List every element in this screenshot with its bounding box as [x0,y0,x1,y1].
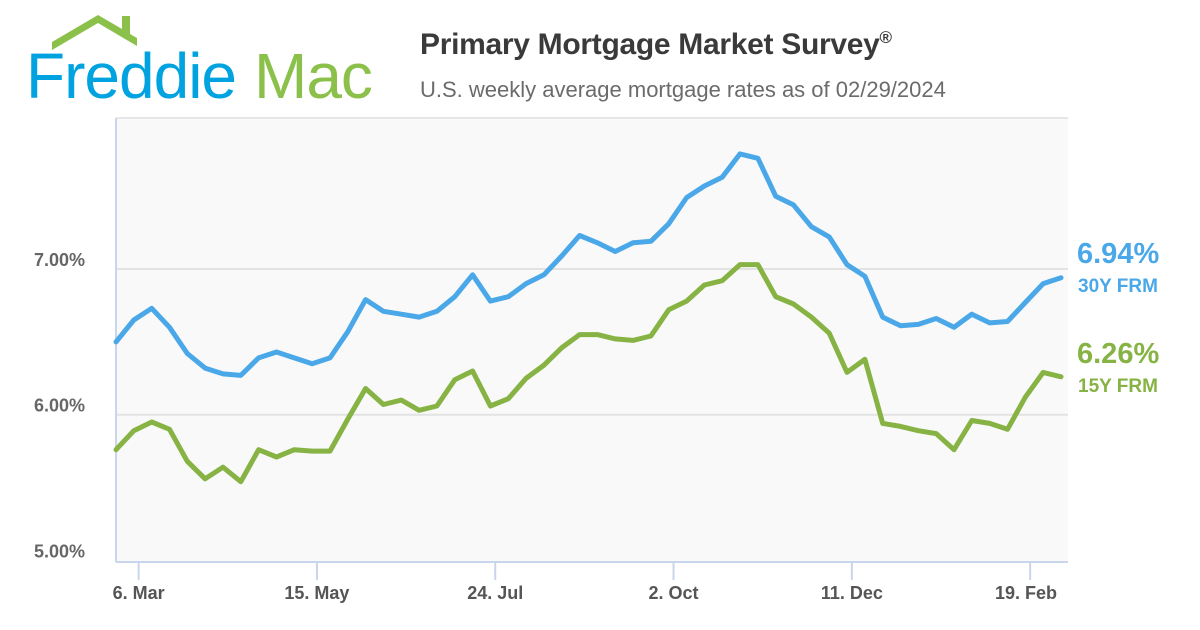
series-line-15y-frm [113,262,1064,485]
logo-mac: Mac [254,40,372,108]
series-15y-name: 15Y FRM [1078,376,1158,397]
x-tick-label: 2. Oct [649,583,699,603]
plot-area [116,118,1068,562]
house-roof-icon [52,15,137,50]
y-tick-label: 5.00% [34,541,85,561]
y-tick-label: 6.00% [34,396,85,416]
chart-subtitle: U.S. weekly average mortgage rates as of… [420,77,946,102]
chart-title: Primary Mortgage Market Survey® [420,28,892,61]
x-tick-label: 19. Feb [995,583,1057,603]
series-line-30y-frm [113,151,1064,378]
y-tick-label: 7.00% [34,250,85,270]
x-tick-label: 11. Dec [821,583,883,603]
series-15y-last-value: 6.26% [1077,338,1160,370]
series-30y-last-value: 6.94% [1077,238,1160,270]
x-tick-label: 6. Mar [113,583,165,603]
x-tick-label: 15. May [284,583,349,603]
freddie-mac-logo: Freddie Mac [26,15,373,108]
x-tick-label: 24. Jul [467,583,523,603]
series-30y-name: 30Y FRM [1078,276,1158,297]
logo-freddie: Freddie [26,40,236,108]
